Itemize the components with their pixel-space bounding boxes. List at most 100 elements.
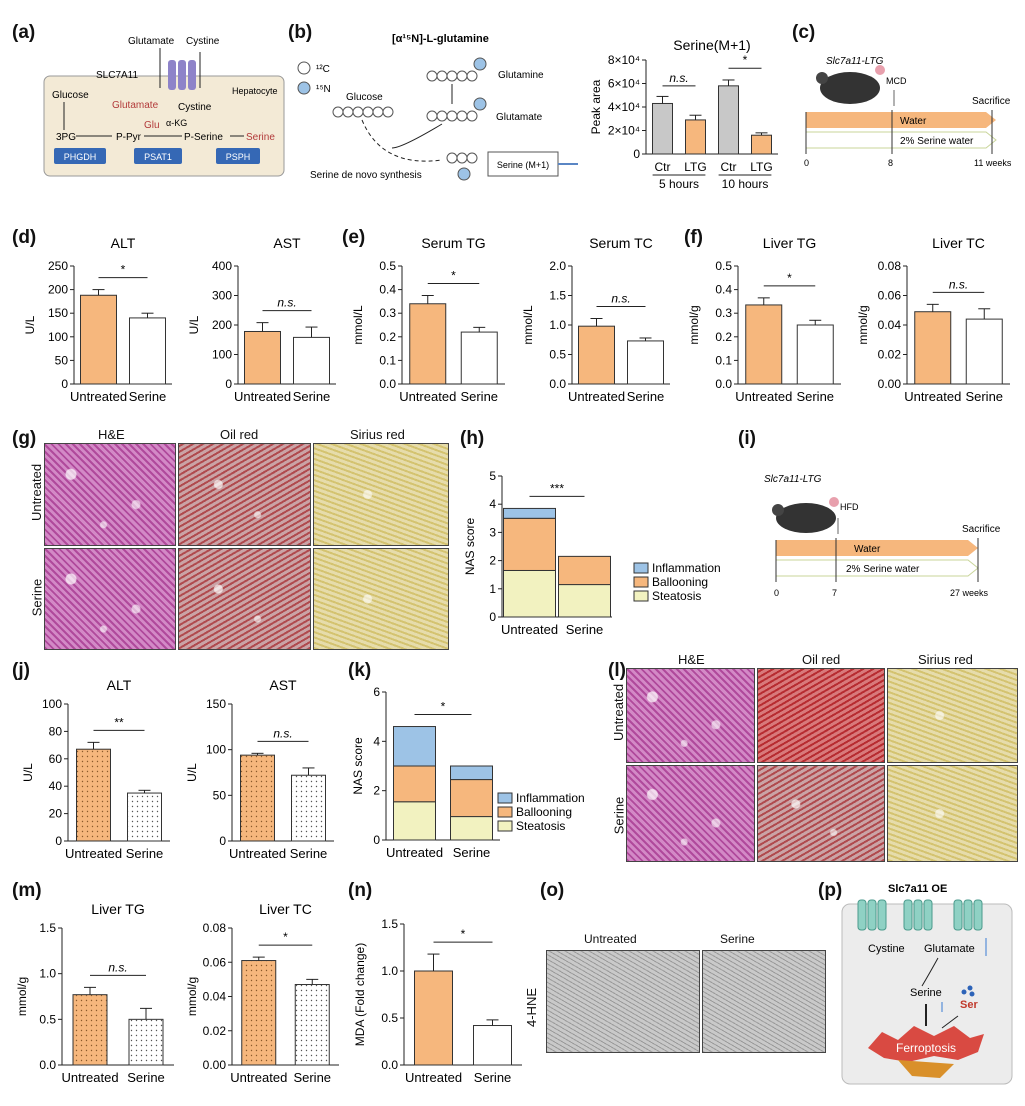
- x-tick-label: Ctr: [655, 160, 671, 174]
- y-axis-label: NAS score: [351, 737, 365, 795]
- y-tick-label: 2×10⁴: [608, 124, 640, 138]
- y-axis-label: U/L: [23, 315, 37, 334]
- x-tick-label: Serine: [460, 389, 498, 404]
- bar: [578, 325, 615, 385]
- panel-label-h: (h): [460, 428, 485, 449]
- svg-text:PSPH: PSPH: [226, 152, 251, 162]
- y-tick-label: 0.06: [878, 289, 902, 303]
- significance-label: n.s.: [277, 296, 296, 310]
- significance-label: n.s.: [611, 292, 630, 306]
- x-tick-label: Untreated: [904, 389, 961, 404]
- bar: [294, 984, 330, 1066]
- x-tick-label: Serine: [126, 846, 164, 861]
- svg-text:Glutamate: Glutamate: [112, 100, 159, 111]
- x-tick-label: Serine: [129, 389, 167, 404]
- y-tick-label: 0: [61, 377, 68, 391]
- y-tick-label: 400: [212, 259, 232, 273]
- panel-label-c: (c): [792, 22, 816, 43]
- chart-j-alt: ALT 0 20 40 60 80 100 U/L Untreated Serine **: [21, 677, 170, 861]
- bar-segment-inflammation: [503, 507, 556, 519]
- y-tick-label: 4: [489, 497, 496, 511]
- svg-text:Sacrifice: Sacrifice: [972, 96, 1011, 107]
- serine-molecule-icon: [961, 985, 975, 997]
- micrograph-sirius-untreated: [313, 443, 449, 546]
- bar: [409, 303, 447, 385]
- tracing-diagram-b: [α¹⁵N]-L-glutamine ¹²C ¹⁵N Glucose Gluta…: [297, 33, 578, 181]
- legend-swatch-ballooning: [497, 806, 513, 818]
- svg-text:Sacrifice: Sacrifice: [962, 524, 1001, 535]
- svg-text:Serine: Serine: [910, 987, 942, 999]
- micrograph-oilred-untreated: [178, 443, 311, 546]
- x-tick-label: Untreated: [386, 845, 443, 860]
- micrograph-sirius-serine: [887, 765, 1018, 862]
- y-axis-label: mmol/g: [15, 977, 29, 1016]
- micrograph-he-untreated: [626, 668, 755, 763]
- y-tick-label: 4×10⁴: [608, 100, 640, 114]
- bar-segment-ballooning: [503, 517, 556, 571]
- svg-text:¹²C: ¹²C: [316, 64, 330, 75]
- svg-text:Slc7a11 OE: Slc7a11 OE: [888, 883, 947, 895]
- y-tick-label: 0.2: [379, 330, 396, 344]
- bar-segment-steatosis: [558, 584, 611, 618]
- y-tick-label: 40: [49, 779, 63, 793]
- bar-segment-steatosis: [450, 816, 493, 841]
- y-tick-label: 0.0: [715, 377, 732, 391]
- x-tick-label: Serine: [453, 845, 491, 860]
- y-tick-label: 0.5: [715, 259, 732, 273]
- significance-label: *: [441, 700, 446, 714]
- panel-label-n: (n): [348, 880, 373, 901]
- ferroptosis-burst-icon: [868, 1026, 984, 1078]
- significance-label: *: [461, 927, 466, 941]
- y-tick-label: 2: [373, 784, 380, 798]
- chart-m-liver-tc: Liver TC 0.00 0.02 0.04 0.06 0.08 mmol/g Untrea…: [185, 901, 339, 1085]
- chart-m-liver-tg: Liver TG 0.0 0.5 1.0 1.5 mmol/g Untreated Serin…: [15, 901, 174, 1085]
- bar: [293, 336, 330, 385]
- bar-segment-steatosis: [503, 569, 556, 618]
- y-axis-label: NAS score: [463, 518, 477, 576]
- bar: [745, 304, 783, 385]
- panel-label-g: (g): [12, 428, 37, 449]
- y-axis-label: U/L: [185, 763, 199, 782]
- chart-b-serine-m1: Serine(M+1) 0 2×10⁴ 4×10⁴ 6×10⁴ 8×10⁴ Peak are…: [589, 37, 778, 191]
- legend-swatch-inflammation: [633, 562, 649, 574]
- bar: [128, 1018, 164, 1066]
- ihc-o-headers: Untreated Serine: [546, 930, 826, 948]
- micrograph-he-untreated: [44, 443, 176, 546]
- y-tick-label: 2.0: [549, 259, 566, 273]
- svg-text:Hepatocyte: Hepatocyte: [232, 86, 278, 96]
- bar: [627, 340, 664, 385]
- svg-text:Glutamate: Glutamate: [924, 943, 975, 955]
- transporter-icon: [857, 899, 983, 931]
- y-tick-label: 100: [48, 330, 68, 344]
- significance-label: *: [743, 53, 748, 67]
- legend-label: Inflammation: [516, 791, 585, 805]
- svg-text:¹⁵N: ¹⁵N: [316, 84, 331, 95]
- panel-label-p: (p): [818, 880, 843, 901]
- y-tick-label: 200: [212, 318, 232, 332]
- chart-k-nas-score: 0 2 4 6 NAS score Untreated Serine * Inflammatio…: [351, 685, 585, 860]
- x-tick-label: Untreated: [735, 389, 792, 404]
- bar: [291, 774, 326, 842]
- y-tick-label: 0.06: [203, 955, 227, 969]
- chart-d-alt: ALT 0 50 100 150 200 250 U/L Untreated Serine *: [23, 235, 172, 404]
- y-tick-label: 0: [373, 833, 380, 847]
- timeline-c: Slc7a11-LTG MCD Sacrifice Water 2% Serin…: [804, 56, 1012, 168]
- x-tick-label: Untreated: [405, 1070, 462, 1085]
- panel-label-l: (l): [608, 660, 626, 681]
- y-tick-label: 0.0: [39, 1058, 56, 1072]
- svg-text:Glutamate: Glutamate: [128, 36, 175, 47]
- svg-text:Cystine: Cystine: [868, 943, 905, 955]
- legend-label: Steatosis: [652, 589, 701, 603]
- x-tick-label: Untreated: [399, 389, 456, 404]
- x-tick-label: Serine: [566, 622, 604, 637]
- chart-j-ast: AST 0 50 100 150 U/L Untreated Serine n.s.: [185, 677, 334, 861]
- micrograph-sirius-serine: [313, 548, 449, 650]
- bar: [72, 994, 108, 1066]
- y-tick-label: 150: [206, 697, 226, 711]
- svg-text:Cystine: Cystine: [178, 102, 212, 113]
- svg-text:Serine de novo synthesis: Serine de novo synthesis: [310, 170, 422, 181]
- x-tick-label: Serine: [290, 846, 328, 861]
- micrograph-oilred-serine: [757, 765, 885, 862]
- y-tick-label: 0.04: [203, 990, 227, 1004]
- y-tick-label: 0.3: [715, 306, 732, 320]
